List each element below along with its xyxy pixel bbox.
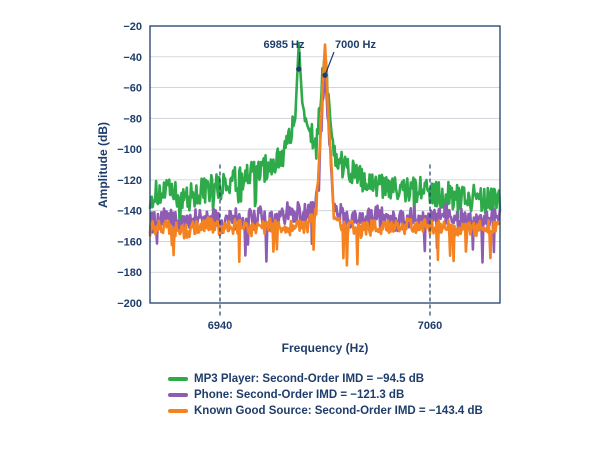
legend-label-known: Known Good Source: Second-Order IMD = −1… [194, 405, 483, 417]
x-tick-labels: 6940 7060 [208, 320, 442, 332]
legend-label-phone: Phone: Second-Order IMD = −121.3 dB [194, 389, 405, 401]
y-tick-label: −200 [117, 298, 142, 310]
y-tick-label: −160 [117, 236, 142, 248]
legend-item-mp3: MP3 Player: Second-Order IMD = −94.5 dB [168, 371, 483, 387]
y-tick-label: −40 [123, 52, 142, 64]
legend-item-phone: Phone: Second-Order IMD = −121.3 dB [168, 387, 483, 403]
annotation-label-0: 6985 Hz [264, 39, 305, 51]
y-tick-label: −60 [123, 83, 142, 95]
annotation-leader-0 [298, 51, 301, 70]
x-tick-label: 6940 [208, 320, 232, 332]
y-tick-label: −140 [117, 206, 142, 218]
y-tick-label: −100 [117, 144, 142, 156]
annotation-marker-1 [322, 72, 328, 78]
y-tick-label: −80 [123, 113, 142, 125]
y-tick-label: −120 [117, 175, 142, 187]
y-tick-label: −180 [117, 267, 142, 279]
x-axis-title: Frequency (Hz) [282, 341, 369, 355]
legend-item-known: Known Good Source: Second-Order IMD = −1… [168, 403, 483, 419]
legend-swatch-mp3 [168, 377, 188, 381]
y-tick-label: −20 [123, 21, 142, 33]
y-axis-title: Amplitude (dB) [96, 122, 110, 208]
legend-swatch-known [168, 409, 188, 413]
legend: MP3 Player: Second-Order IMD = −94.5 dB … [168, 371, 483, 419]
annotation-leader-1 [324, 51, 335, 76]
annotation-marker-0 [296, 66, 302, 72]
guide-lines [219, 164, 431, 316]
legend-swatch-phone [168, 393, 188, 397]
plot-frame [149, 25, 501, 304]
x-tick-label: 7060 [418, 320, 442, 332]
y-tick-labels: −20 −40 −60 −80 −100 −120 −140 −160 −180 −200 [117, 21, 142, 310]
series-line-2 [148, 43, 502, 267]
series-layer [148, 41, 502, 267]
annotation-label-1: 7000 Hz [335, 39, 376, 51]
legend-label-mp3: MP3 Player: Second-Order IMD = −94.5 dB [194, 373, 425, 385]
annotations: 6985 Hz 7000 Hz [264, 39, 376, 78]
